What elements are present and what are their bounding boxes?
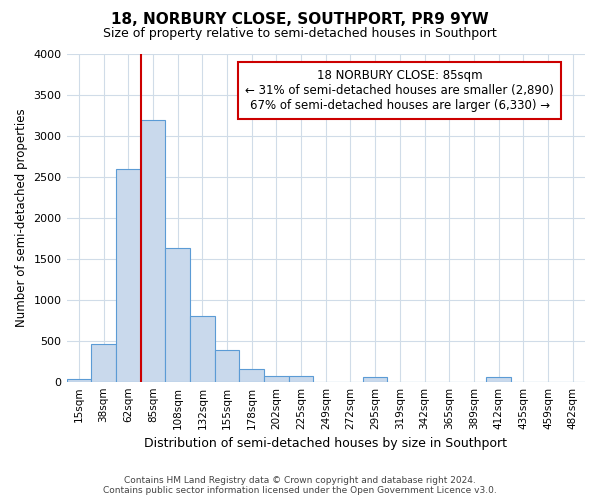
Bar [264, 376, 289, 382]
Bar [289, 376, 313, 382]
Text: Size of property relative to semi-detached houses in Southport: Size of property relative to semi-detach… [103, 28, 497, 40]
Bar [91, 344, 116, 382]
Text: 18, NORBURY CLOSE, SOUTHPORT, PR9 9YW: 18, NORBURY CLOSE, SOUTHPORT, PR9 9YW [111, 12, 489, 28]
Bar [239, 369, 264, 382]
Text: Contains HM Land Registry data © Crown copyright and database right 2024.
Contai: Contains HM Land Registry data © Crown c… [103, 476, 497, 495]
Bar [363, 377, 388, 382]
Bar [165, 248, 190, 382]
Bar [116, 168, 140, 382]
Bar [67, 379, 91, 382]
Bar [140, 120, 165, 382]
Bar [190, 316, 215, 382]
X-axis label: Distribution of semi-detached houses by size in Southport: Distribution of semi-detached houses by … [144, 437, 507, 450]
Text: 18 NORBURY CLOSE: 85sqm
← 31% of semi-detached houses are smaller (2,890)
67% of: 18 NORBURY CLOSE: 85sqm ← 31% of semi-de… [245, 68, 554, 112]
Y-axis label: Number of semi-detached properties: Number of semi-detached properties [15, 108, 28, 327]
Bar [215, 350, 239, 382]
Bar [486, 377, 511, 382]
